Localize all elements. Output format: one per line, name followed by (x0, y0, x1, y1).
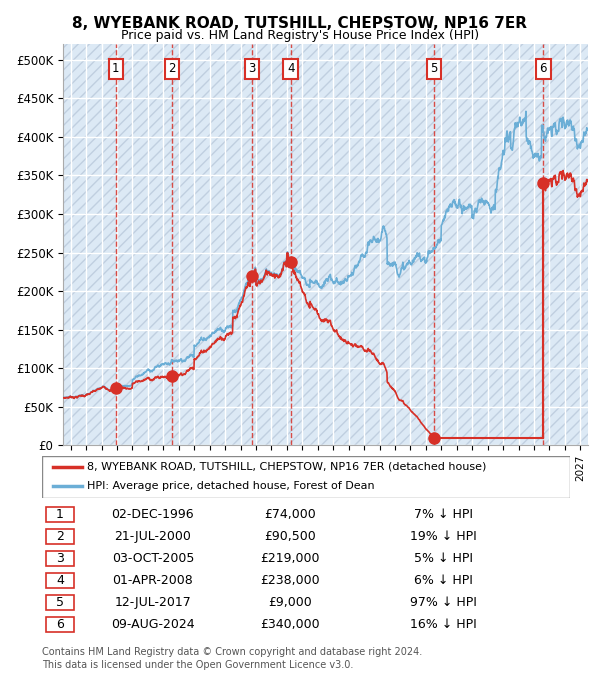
Text: 5: 5 (430, 63, 438, 75)
Text: 09-AUG-2024: 09-AUG-2024 (111, 618, 194, 631)
Text: 7% ↓ HPI: 7% ↓ HPI (414, 508, 473, 521)
Text: 16% ↓ HPI: 16% ↓ HPI (410, 618, 476, 631)
Text: 4: 4 (287, 63, 295, 75)
Text: 2: 2 (168, 63, 176, 75)
Text: 97% ↓ HPI: 97% ↓ HPI (410, 596, 477, 609)
Text: £90,500: £90,500 (264, 530, 316, 543)
Text: 3: 3 (248, 63, 256, 75)
Text: 6% ↓ HPI: 6% ↓ HPI (414, 574, 473, 587)
Text: 6: 6 (56, 618, 64, 631)
Text: 1: 1 (112, 63, 119, 75)
Text: 5: 5 (56, 596, 64, 609)
Text: £238,000: £238,000 (260, 574, 320, 587)
Text: 8, WYEBANK ROAD, TUTSHILL, CHEPSTOW, NP16 7ER (detached house): 8, WYEBANK ROAD, TUTSHILL, CHEPSTOW, NP1… (87, 462, 486, 472)
Text: 5% ↓ HPI: 5% ↓ HPI (414, 552, 473, 565)
Text: £74,000: £74,000 (264, 508, 316, 521)
Text: This data is licensed under the Open Government Licence v3.0.: This data is licensed under the Open Gov… (42, 660, 353, 670)
FancyBboxPatch shape (46, 573, 74, 588)
Text: 4: 4 (56, 574, 64, 587)
Text: 8, WYEBANK ROAD, TUTSHILL, CHEPSTOW, NP16 7ER: 8, WYEBANK ROAD, TUTSHILL, CHEPSTOW, NP1… (73, 16, 527, 31)
Text: Contains HM Land Registry data © Crown copyright and database right 2024.: Contains HM Land Registry data © Crown c… (42, 647, 422, 658)
FancyBboxPatch shape (46, 529, 74, 543)
FancyBboxPatch shape (46, 507, 74, 522)
FancyBboxPatch shape (42, 456, 570, 498)
Text: 19% ↓ HPI: 19% ↓ HPI (410, 530, 476, 543)
Text: HPI: Average price, detached house, Forest of Dean: HPI: Average price, detached house, Fore… (87, 481, 374, 492)
Text: £219,000: £219,000 (260, 552, 320, 565)
Text: 03-OCT-2005: 03-OCT-2005 (112, 552, 194, 565)
Text: 12-JUL-2017: 12-JUL-2017 (115, 596, 191, 609)
Text: 21-JUL-2000: 21-JUL-2000 (115, 530, 191, 543)
Text: £340,000: £340,000 (260, 618, 320, 631)
Text: 01-APR-2008: 01-APR-2008 (113, 574, 193, 587)
Text: Price paid vs. HM Land Registry's House Price Index (HPI): Price paid vs. HM Land Registry's House … (121, 29, 479, 42)
FancyBboxPatch shape (46, 617, 74, 632)
FancyBboxPatch shape (46, 596, 74, 610)
Text: £9,000: £9,000 (268, 596, 312, 609)
Text: 2: 2 (56, 530, 64, 543)
Text: 3: 3 (56, 552, 64, 565)
Text: 6: 6 (539, 63, 547, 75)
Text: 02-DEC-1996: 02-DEC-1996 (112, 508, 194, 521)
FancyBboxPatch shape (46, 551, 74, 566)
Text: 1: 1 (56, 508, 64, 521)
